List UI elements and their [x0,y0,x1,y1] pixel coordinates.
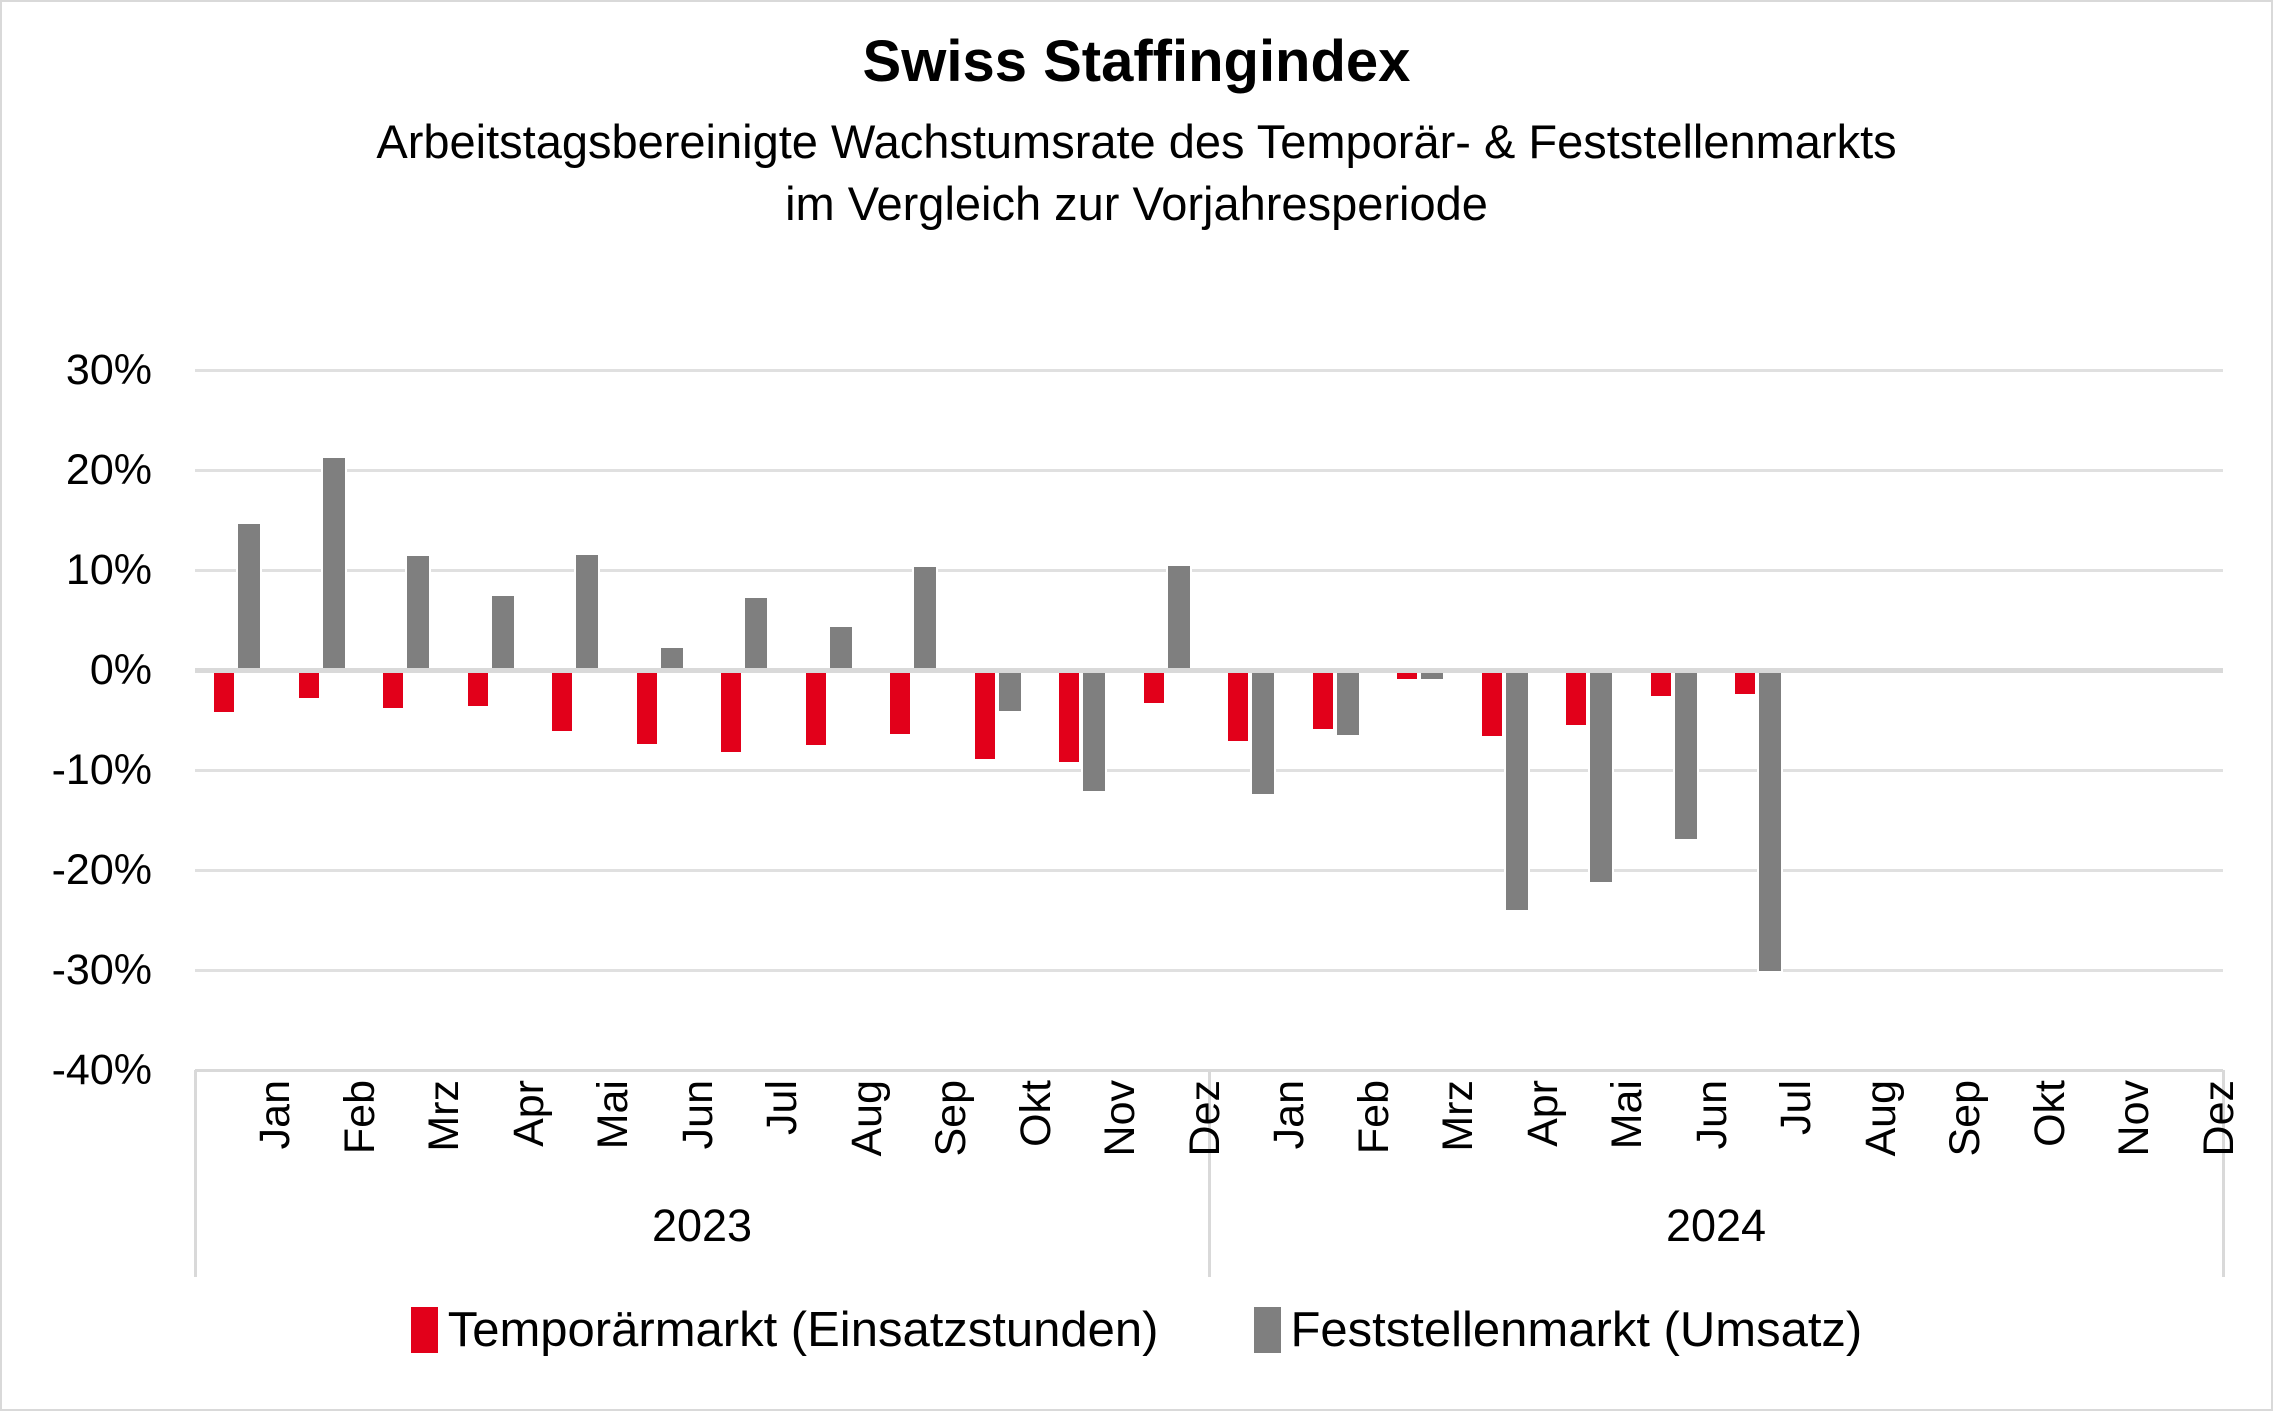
temporaermarkt-bar [721,670,742,752]
year-label: 2023 [651,1200,753,1251]
axis-separator [2222,1070,2225,1277]
month-label: Apr [1518,1080,1567,1147]
gridline [195,969,2223,972]
temporaermarkt-bar [805,670,826,745]
legend-label: Temporärmarkt (Einsatzstunden) [447,1303,1159,1357]
month-label: Mrz [1434,1080,1483,1152]
month-label: Jun [1687,1080,1736,1150]
temporaermarkt-bar [1228,670,1249,741]
month-label: Feb [1349,1080,1398,1155]
feststellenmarkt-bar [407,556,430,670]
y-tick-label: 0% [89,646,152,694]
y-tick-label: 20% [65,446,152,494]
legend-swatch-temporaermarkt [410,1307,438,1353]
month-label: Jan [1265,1080,1314,1150]
feststellenmarkt-bar [829,627,852,670]
temporaermarkt-bar [1650,670,1671,696]
temporaermarkt-bar [1735,670,1756,694]
temporaermarkt-bar [214,670,235,712]
axis-separator [1208,1070,1211,1277]
legend-item-temporaermarkt: Temporärmarkt (Einsatzstunden) [410,1302,1159,1358]
gridline [195,869,2223,872]
y-tick-label: 10% [65,546,152,594]
month-label: Aug [842,1080,891,1157]
temporaermarkt-bar [1312,670,1333,729]
feststellenmarkt-bar [1252,670,1275,794]
temporaermarkt-bar [383,670,404,708]
temporaermarkt-bar [467,670,488,706]
gridline [195,769,2223,772]
temporaermarkt-bar [974,670,995,759]
feststellenmarkt-bar [1336,670,1359,735]
month-label: Jun [673,1080,722,1150]
gridline [195,369,2223,372]
y-tick-label: -30% [51,946,152,994]
month-label: Mrz [420,1080,469,1152]
feststellenmarkt-bar [998,670,1021,711]
feststellenmarkt-bar [238,524,261,670]
temporaermarkt-bar [552,670,573,731]
chart-subtitle-line2: im Vergleich zur Vorjahresperiode [785,177,1488,230]
feststellenmarkt-bar [745,598,768,670]
month-label: Jul [758,1080,807,1135]
zero-axis-line [195,668,2223,673]
month-label: Okt [2025,1080,2074,1147]
feststellenmarkt-bar [1421,670,1444,679]
y-tick-label: -40% [51,1046,152,1094]
month-label: Jul [1772,1080,1821,1135]
month-label: Aug [1856,1080,1905,1157]
feststellenmarkt-bar [1083,670,1106,791]
month-label: Mai [1603,1080,1652,1150]
month-label: Sep [927,1080,976,1157]
feststellenmarkt-bar [1167,566,1190,670]
year-label: 2024 [1665,1200,1767,1251]
temporaermarkt-bar [298,670,319,698]
month-label: Dez [1180,1080,1229,1157]
temporaermarkt-bar [636,670,657,744]
month-label: Feb [335,1080,384,1155]
month-label: Sep [1941,1080,1990,1157]
gridline [195,569,2223,572]
feststellenmarkt-bar [576,555,599,670]
month-label: Dez [2194,1080,2243,1157]
temporaermarkt-bar [1059,670,1080,762]
y-tick-label: -10% [51,746,152,794]
temporaermarkt-bar [1566,670,1587,725]
temporaermarkt-bar [890,670,911,734]
feststellenmarkt-bar [1505,670,1528,910]
feststellenmarkt-bar [914,567,937,670]
month-label: Nov [1096,1080,1145,1157]
month-label: Okt [1011,1080,1060,1147]
feststellenmarkt-bar [491,596,514,670]
temporaermarkt-bar [1397,670,1418,679]
feststellenmarkt-bar [322,458,345,670]
legend-label: Feststellenmarkt (Umsatz) [1290,1303,1863,1357]
month-label: Nov [2110,1080,2159,1157]
feststellenmarkt-bar [660,648,683,670]
month-label: Jan [251,1080,300,1150]
temporaermarkt-bar [1481,670,1502,736]
month-label: Mai [589,1080,638,1150]
chart-title: Swiss Staffingindex [862,29,1411,94]
legend-swatch-feststellenmarkt [1253,1307,1281,1353]
chart-subtitle-line1: Arbeitstagsbereinigte Wachstumsrate des … [376,115,1897,168]
feststellenmarkt-bar [1590,670,1613,882]
month-label: Apr [504,1080,553,1147]
y-tick-label: -20% [51,846,152,894]
gridline [195,469,2223,472]
axis-separator [194,1070,197,1277]
feststellenmarkt-bar [1759,670,1782,971]
y-tick-label: 30% [65,346,152,394]
legend-item-feststellenmarkt: Feststellenmarkt (Umsatz) [1253,1302,1863,1358]
temporaermarkt-bar [1143,670,1164,703]
legend: Temporärmarkt (Einsatzstunden) Feststelle… [2,1302,2271,1358]
feststellenmarkt-bar [1674,670,1697,839]
